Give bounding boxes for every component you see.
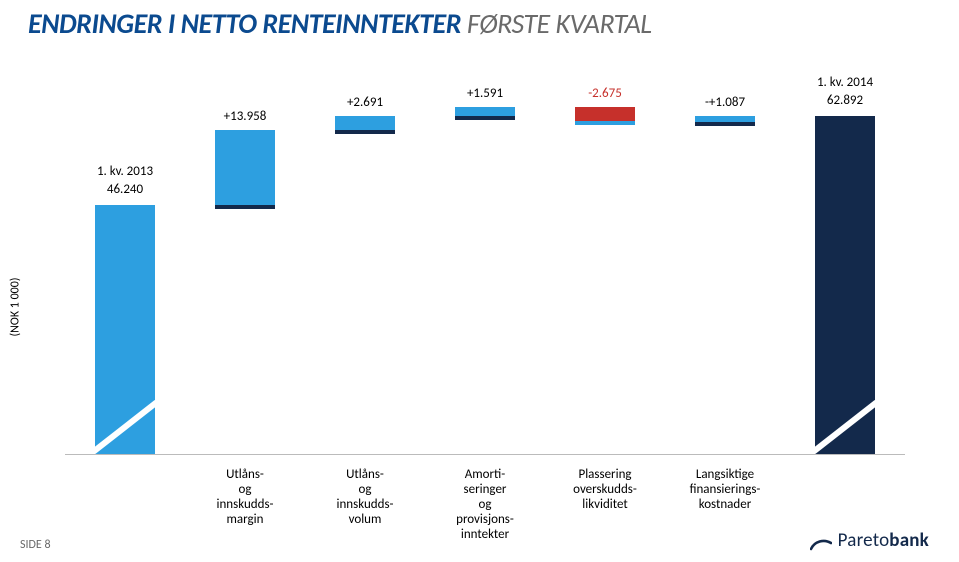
bar-label-value: 46.240 bbox=[55, 183, 195, 198]
logo-text: Paretobank bbox=[838, 529, 929, 552]
chart-column: +13.958Utlåns- oginnskudds-margin bbox=[185, 88, 305, 456]
category-label: Amorti-seringerogprovisjons-inntekter bbox=[415, 468, 555, 543]
bar-underline bbox=[335, 130, 395, 134]
bar-increase bbox=[335, 116, 395, 130]
category-label: Langsiktigefinansierings-kostnader bbox=[655, 468, 795, 513]
title-sub: FØRSTE KVARTAL bbox=[467, 6, 652, 41]
chart-column: +1.591Amorti-seringerogprovisjons-inntek… bbox=[425, 88, 545, 456]
bar-label-value: 62.892 bbox=[775, 94, 915, 109]
page-title: ENDRINGER I NETTO RENTEINNTEKTER FØRSTE … bbox=[28, 6, 652, 41]
category-label: Utlåns- oginnskudds-volum bbox=[295, 468, 435, 528]
bar-end bbox=[815, 116, 875, 454]
waterfall-chart: 1. kv. 201346.240+13.958Utlåns- oginnsku… bbox=[65, 88, 905, 456]
logo-suffix: bank bbox=[889, 529, 929, 552]
bar-label-value: +13.958 bbox=[175, 110, 315, 125]
chart-column: -2.675Plasseringoverskudds-likviditet bbox=[545, 88, 665, 456]
bar-decrease bbox=[575, 107, 635, 121]
bar-underline bbox=[455, 116, 515, 120]
logo-prefix: Pareto bbox=[838, 529, 890, 552]
category-label: Plasseringoverskudds-likviditet bbox=[535, 468, 675, 513]
bar-start bbox=[95, 205, 155, 454]
bar-underline bbox=[575, 121, 635, 125]
logo-arc-icon bbox=[810, 531, 832, 551]
chart-column: -+1.087Langsiktigefinansierings-kostnade… bbox=[665, 88, 785, 456]
chart-column: +2.691Utlåns- oginnskudds-volum bbox=[305, 88, 425, 456]
bar-label-period: 1. kv. 2013 bbox=[55, 165, 195, 180]
brand-logo: Paretobank bbox=[810, 529, 929, 552]
chart-column: 1. kv. 201462.892 bbox=[785, 88, 905, 456]
bar-increase bbox=[455, 107, 515, 116]
bar-label-value: -+1.087 bbox=[655, 96, 795, 111]
bar-increase bbox=[215, 130, 275, 205]
y-axis-label: (NOK 1 000) bbox=[8, 278, 22, 337]
bar-label-value: -2.675 bbox=[535, 87, 675, 102]
bar-label-period: 1. kv. 2014 bbox=[775, 76, 915, 91]
chart-column: 1. kv. 201346.240 bbox=[65, 88, 185, 456]
y-axis: (NOK 1 000) bbox=[8, 155, 24, 465]
category-label: Utlåns- oginnskudds-margin bbox=[175, 468, 315, 528]
bar-underline bbox=[695, 122, 755, 126]
bar-label-value: +1.591 bbox=[415, 87, 555, 102]
bar-underline bbox=[215, 205, 275, 209]
bar-label-value: +2.691 bbox=[295, 96, 435, 111]
title-main: ENDRINGER I NETTO RENTEINNTEKTER bbox=[28, 6, 461, 41]
page-number: SIDE 8 bbox=[20, 538, 51, 552]
